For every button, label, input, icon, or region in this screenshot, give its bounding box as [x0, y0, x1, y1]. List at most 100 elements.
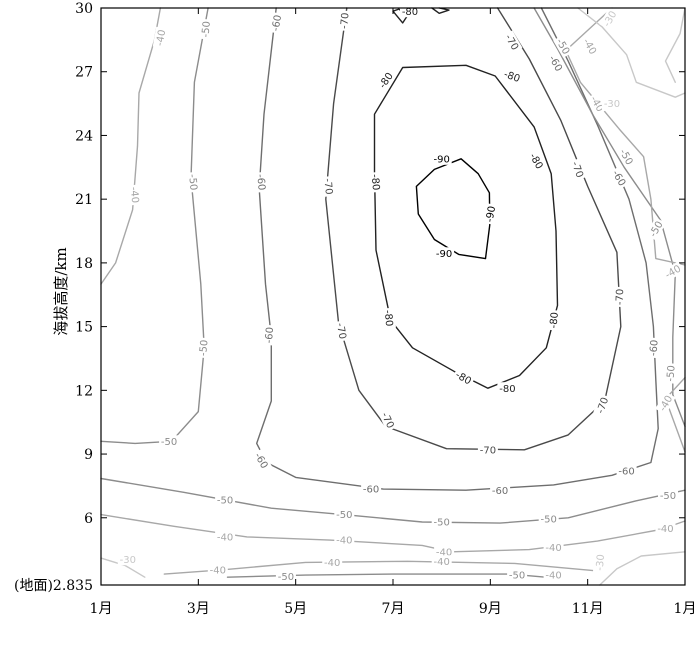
- contour-label-42: -50: [616, 145, 637, 169]
- contour-label-bg: [434, 247, 455, 260]
- contour-label-52: -40: [655, 522, 676, 535]
- contour-label-bg: [545, 51, 567, 75]
- x-tick-label: 7月: [382, 601, 405, 617]
- contour-label-text: -40: [657, 524, 673, 535]
- contour-label-text: -90: [485, 205, 499, 223]
- contour-label-32: -50: [186, 171, 201, 193]
- contour-label-text: -50: [217, 495, 233, 506]
- contour-label-text: -50: [541, 514, 557, 525]
- x-tick-label: 11月: [572, 601, 604, 617]
- contour-label-bg: [579, 34, 601, 58]
- contour-label-bg: [592, 551, 607, 573]
- y-tick-label: 15: [75, 320, 93, 336]
- y-tick-label: (地面)2.835: [14, 578, 93, 594]
- y-tick-label: 30: [75, 1, 93, 17]
- contour-label-bg: [663, 362, 678, 384]
- contour-label-bg: [497, 382, 518, 395]
- contour-label-bg: [117, 553, 138, 566]
- contour-label-bg: [215, 493, 236, 506]
- contour-label-59: -40: [431, 555, 452, 568]
- contour-label-2: -90: [482, 203, 499, 225]
- contour-label-23: -60: [262, 324, 276, 346]
- contour-label-text: -90: [434, 154, 450, 165]
- contour-label-39: -50: [658, 489, 678, 502]
- contour-label-bg: [251, 448, 272, 473]
- contour-label-12: -70: [337, 10, 352, 32]
- contour-label-55: -40: [579, 34, 601, 58]
- contour-label-60: -40: [543, 569, 564, 582]
- contour-label-28: -60: [646, 337, 661, 359]
- contour-label-text: -70: [569, 160, 585, 179]
- contour-line-level80-0: [373, 64, 559, 389]
- contour-label-bg: [543, 541, 564, 554]
- contour-label-text: -80: [499, 384, 515, 395]
- contour-label-bg: [186, 171, 201, 193]
- contour-label-bg: [599, 6, 620, 31]
- contour-label-bg: [322, 556, 343, 569]
- contour-label-bg: [661, 261, 685, 282]
- contour-line-level30-1: [577, 7, 686, 98]
- contour-label-6: -80: [369, 171, 383, 193]
- contour-label-40: -50: [663, 362, 678, 384]
- contour-label-bg: [546, 309, 561, 331]
- contour-label-text: -70: [322, 178, 334, 195]
- contour-label-bg: [431, 152, 452, 165]
- contour-label-bg: [655, 522, 676, 535]
- contour-label-text: -60: [492, 486, 508, 497]
- contour-label-24: -60: [251, 448, 272, 473]
- contour-label-57: -40: [207, 563, 228, 576]
- contour-label-bg: [500, 66, 524, 86]
- contour-label-bg: [658, 489, 678, 502]
- contour-label-bg: [198, 18, 213, 40]
- x-axis: 1月 3月 5月 7月 9月 11月 1月: [90, 8, 696, 617]
- contour-label-text: -70: [595, 396, 611, 415]
- contour-label-3: -80: [400, 5, 420, 18]
- contour-label-19: -70: [477, 443, 498, 456]
- contour-labels: -90-90-90-80-80 -80-80-80-80 -80-80-80-70-…: [117, 5, 685, 583]
- contour-line-level90-0: [415, 158, 491, 260]
- x-tick-label: 5月: [284, 601, 307, 617]
- y-tick-label: 24: [75, 128, 93, 144]
- contour-label-bg: [616, 145, 637, 169]
- contour-label-0: -90: [431, 152, 452, 165]
- contour-line-level80-2: [431, 7, 450, 14]
- contour-label-bg: [431, 555, 452, 568]
- contour-label-text: -40: [324, 558, 340, 569]
- contour-label-18: -70: [378, 408, 398, 432]
- contour-label-27: -60: [616, 465, 637, 478]
- y-tick-label: 12: [75, 383, 93, 399]
- x-tick-label: 1月: [90, 601, 113, 617]
- contour-label-21: -60: [268, 12, 284, 34]
- contour-label-text: -40: [217, 533, 233, 544]
- contour-label-bg: [334, 320, 350, 342]
- contour-label-bg: [451, 367, 476, 388]
- contour-label-11: -80: [497, 382, 518, 395]
- contour-label-bg: [196, 337, 211, 359]
- y-tick-label: 18: [75, 256, 93, 272]
- contour-line-level30-2: [664, 7, 686, 83]
- contour-label-bg: [507, 569, 528, 582]
- contour-label-50: -40: [434, 545, 455, 558]
- contour-line-level60-0: [256, 7, 659, 491]
- contour-label-bg: [159, 435, 180, 448]
- contour-label-bg: [553, 34, 574, 58]
- contour-label-bg: [275, 570, 296, 583]
- contour-label-text: -40: [434, 557, 450, 568]
- contour-label-text: -30: [120, 555, 136, 566]
- contour-label-bg: [382, 307, 396, 329]
- contour-label-text: -40: [336, 536, 352, 547]
- contour-label-text: -50: [161, 437, 177, 448]
- contour-label-bg: [616, 465, 637, 477]
- contour-label-bg: [128, 184, 142, 206]
- contour-label-16: -70: [334, 320, 350, 342]
- contour-label-bg: [526, 149, 547, 173]
- contour-label-44: -50: [275, 570, 296, 583]
- contour-label-text: -50: [278, 572, 294, 583]
- contour-line-level30-0: [100, 557, 146, 578]
- contour-label-bg: [152, 26, 169, 49]
- contour-label-31: -50: [198, 18, 213, 40]
- contour-line-level40-1: [100, 513, 686, 553]
- contour-label-25: -60: [361, 483, 382, 496]
- contour-label-bg: [543, 569, 564, 582]
